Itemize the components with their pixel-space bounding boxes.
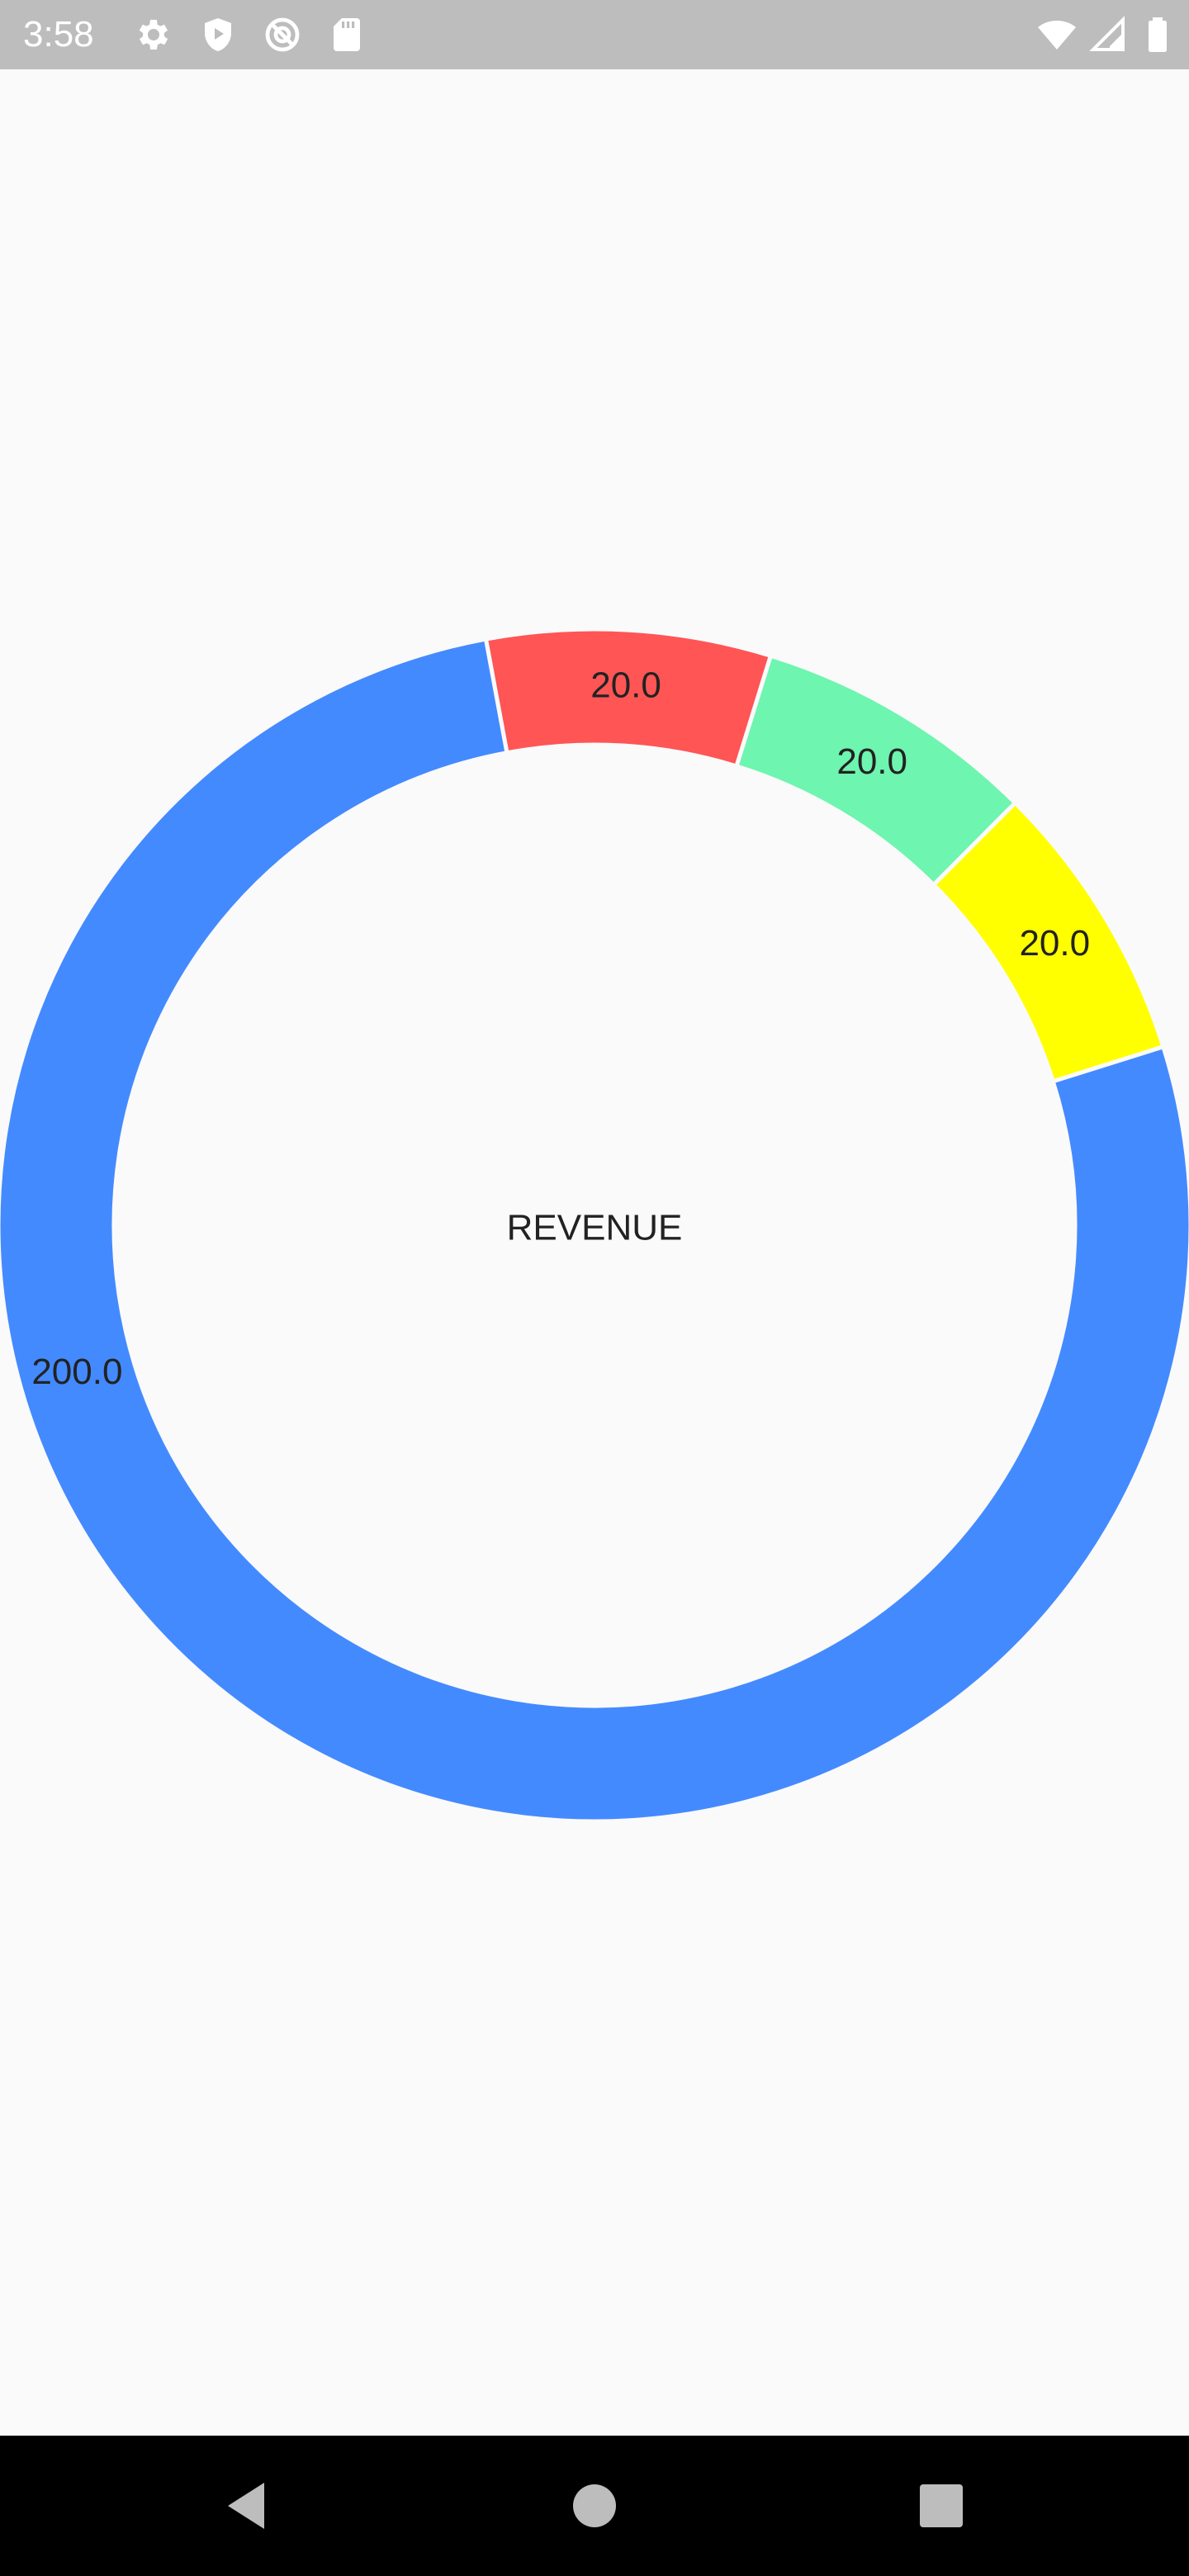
donut-chart: 20.0 20.0 20.0 200.0 REVENUE — [0, 627, 1189, 1824]
chart-slice-labels: 20.0 20.0 20.0 200.0 — [31, 665, 1090, 1392]
slice-label-0: 20.0 — [590, 665, 661, 706]
center-label: REVENUE — [507, 1208, 683, 1248]
slice-label-2: 20.0 — [1019, 923, 1090, 964]
slice-3[interactable] — [0, 637, 1189, 1824]
slice-label-1: 20.0 — [836, 741, 907, 782]
status-bar: 3:58 — [0, 0, 1189, 69]
gear-icon — [139, 20, 168, 50]
recents-icon[interactable] — [908, 2473, 974, 2539]
slice-label-3: 200.0 — [31, 1352, 122, 1392]
back-icon[interactable] — [215, 2473, 281, 2539]
chart-area: 20.0 20.0 20.0 200.0 REVENUE — [0, 69, 1189, 2436]
status-time: 3:58 — [23, 14, 94, 54]
navigation-bar — [0, 2436, 1189, 2576]
cell-signal-icon — [1089, 16, 1125, 51]
chart-slices — [0, 627, 1189, 1824]
battery-icon — [1149, 17, 1167, 52]
sd-card-icon — [334, 18, 360, 51]
shield-play-icon — [205, 18, 231, 51]
wifi-icon — [1038, 21, 1076, 50]
home-icon[interactable] — [561, 2473, 628, 2539]
no-disturb-icon — [265, 17, 300, 52]
